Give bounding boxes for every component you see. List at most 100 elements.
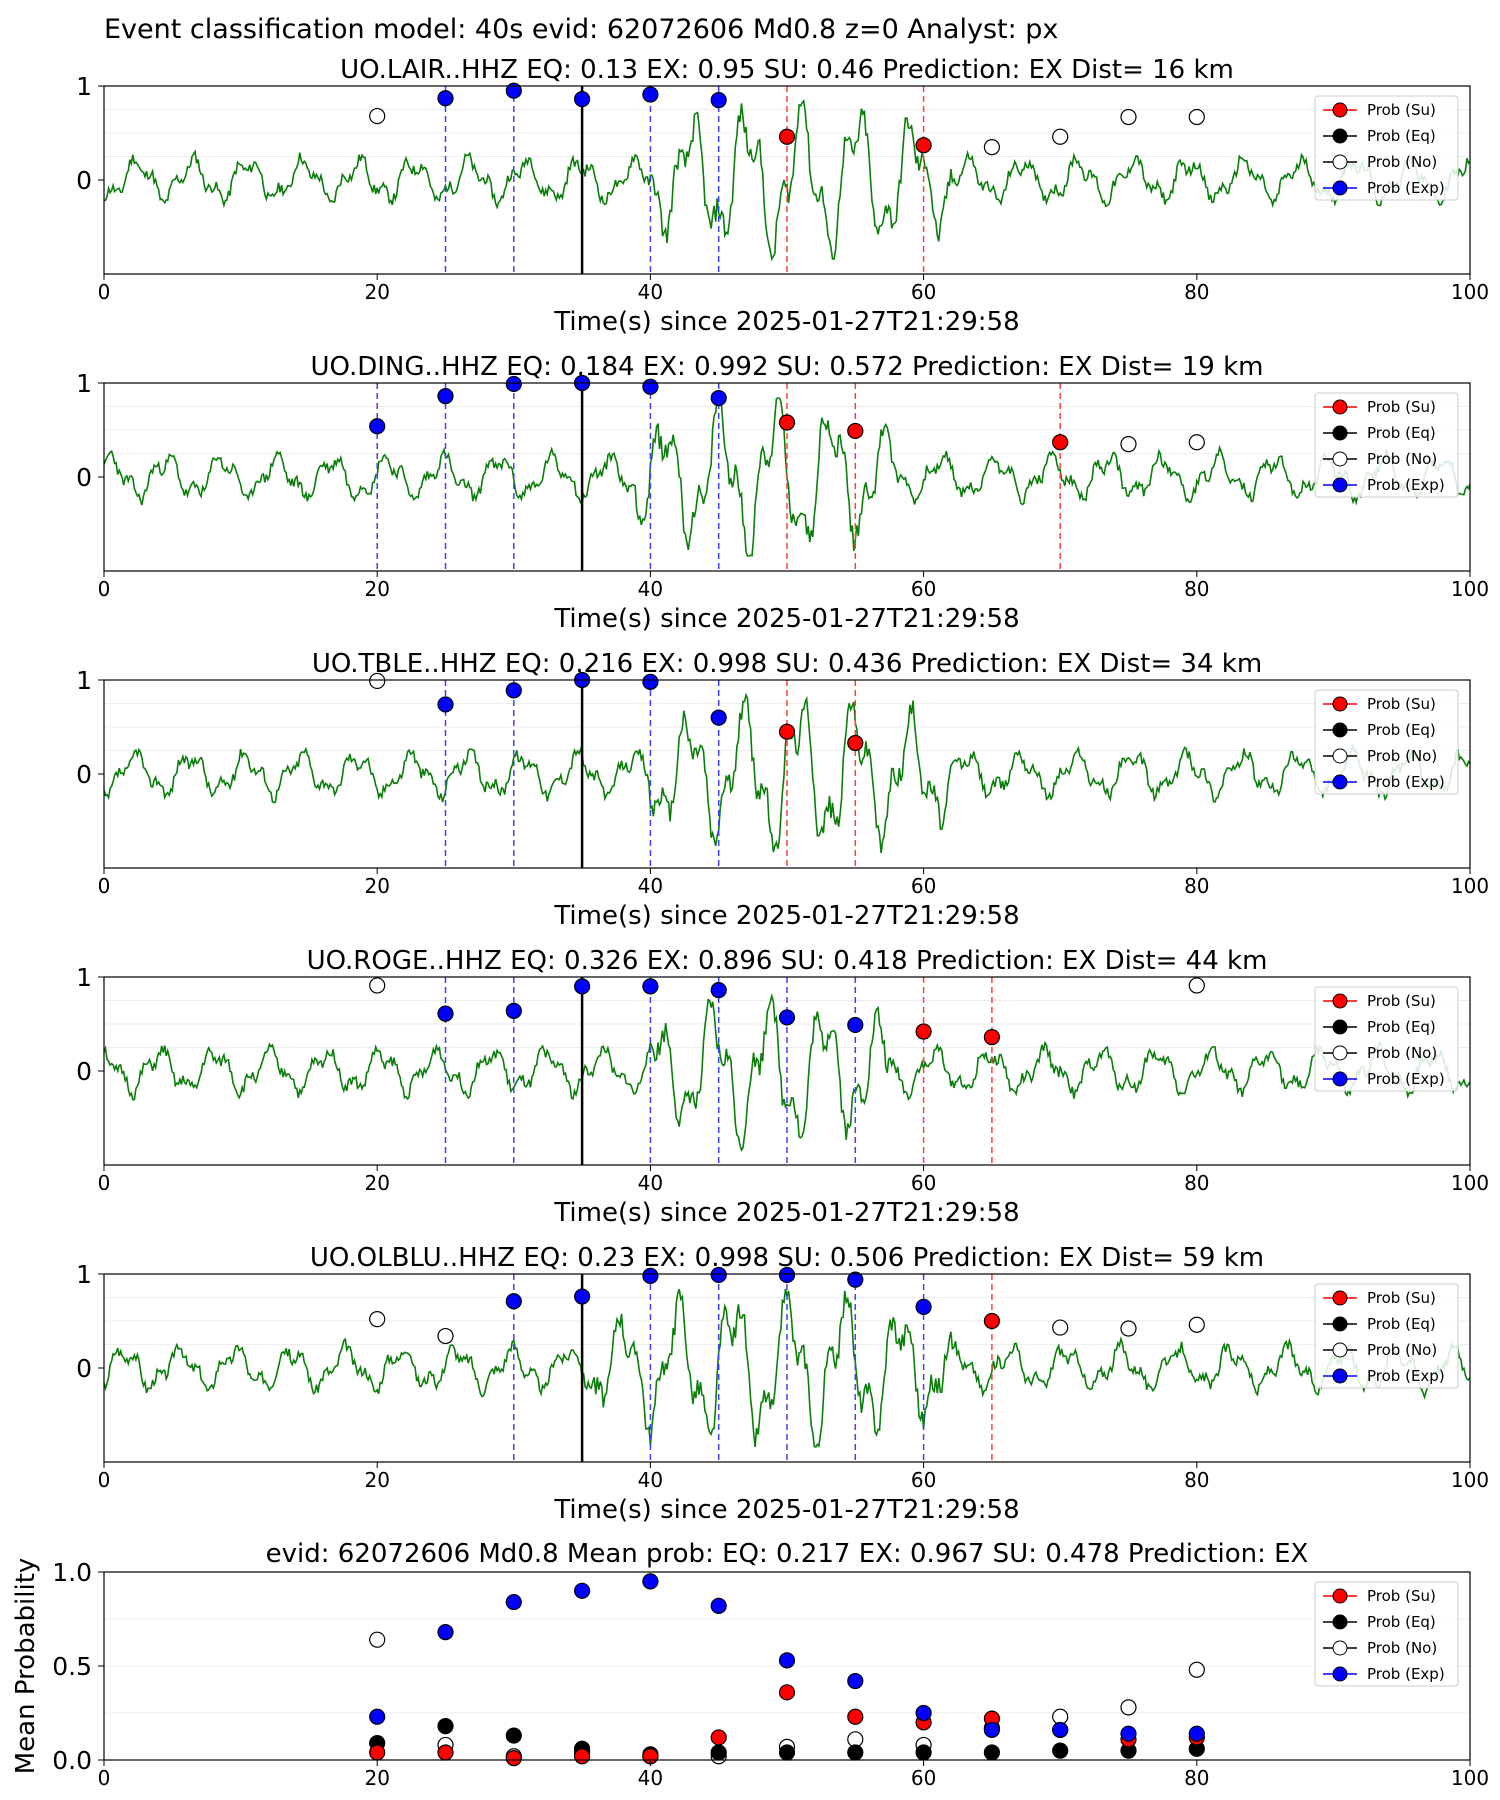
legend-label: Prob (No): [1367, 450, 1437, 468]
prob-point: [710, 982, 727, 999]
prob-point: [437, 1005, 454, 1022]
figure-title: Event classification model: 40s evid: 62…: [104, 14, 1058, 45]
panel-title: UO.LAIR..HHZ EQ: 0.13 EX: 0.95 SU: 0.46 …: [340, 55, 1234, 85]
mean-prob-point: [915, 1744, 932, 1761]
x-tick-label: 60: [911, 280, 936, 304]
prob-point: [983, 139, 1001, 156]
x-tick-label: 40: [638, 1171, 663, 1195]
prob-point: [710, 1266, 727, 1284]
y-tick-label: 1: [76, 666, 92, 695]
legend-label: Prob (No): [1367, 1341, 1437, 1359]
y-tick-label: 1: [76, 369, 92, 398]
mean-prob-point: [778, 1652, 796, 1669]
prob-point: [983, 1312, 1001, 1330]
legend-label: Prob (Su): [1367, 992, 1436, 1010]
station-panel-3: UO.TBLE..HHZ EQ: 0.216 EX: 0.998 SU: 0.4…: [76, 649, 1489, 931]
prob-point: [915, 137, 932, 154]
mean-prob-point: [1120, 1699, 1137, 1716]
waveform-trace: [103, 99, 1471, 262]
legend-marker: [1332, 102, 1348, 118]
x-tick-label: 60: [911, 874, 936, 898]
prob-point: [642, 1267, 659, 1284]
x-tick-label: 100: [1451, 1468, 1489, 1492]
legend-label: Prob (Su): [1367, 1289, 1436, 1307]
y-tick-label: 1: [76, 1260, 92, 1289]
x-tick-label: 80: [1184, 1171, 1209, 1195]
legend-marker: [1332, 451, 1348, 467]
x-tick-label: 60: [911, 1171, 936, 1195]
panel-title: UO.DING..HHZ EQ: 0.184 EX: 0.992 SU: 0.5…: [311, 352, 1264, 382]
mean-prob-point: [710, 1597, 727, 1614]
x-tick-label: 100: [1451, 874, 1489, 898]
legend-marker: [1332, 722, 1348, 738]
mean-prob-point: [778, 1744, 796, 1761]
legend-box: [1314, 1283, 1459, 1389]
legend-marker: [1332, 1666, 1348, 1682]
legend-label: Prob (No): [1367, 747, 1437, 765]
prob-point: [642, 673, 659, 690]
legend-label: Prob (Su): [1367, 101, 1436, 119]
prob-point: [369, 418, 386, 435]
x-tick-label: 40: [638, 1468, 663, 1492]
prob-point: [1052, 1319, 1069, 1336]
x-tick-label: 40: [638, 577, 663, 601]
prob-point: [437, 1327, 454, 1345]
mean-prob-point: [710, 1729, 727, 1746]
legend-label: Prob (Exp): [1367, 476, 1445, 494]
x-axis-label: Time(s) since 2025-01-27T21:29:58: [553, 604, 1019, 634]
mean-prob-point: [847, 1708, 864, 1725]
mean-prob-point: [505, 1750, 522, 1767]
x-tick-label: 20: [364, 1171, 389, 1195]
prob-point: [778, 1266, 796, 1284]
x-tick-label: 0: [98, 280, 111, 304]
legend-label: Prob (Su): [1367, 1587, 1436, 1605]
station-panel-2: UO.DING..HHZ EQ: 0.184 EX: 0.992 SU: 0.5…: [76, 352, 1489, 634]
legend-box: [1314, 689, 1459, 795]
panel-title: UO.TBLE..HHZ EQ: 0.216 EX: 0.998 SU: 0.4…: [312, 649, 1262, 679]
legend-marker: [1332, 1588, 1348, 1604]
x-tick-label: 0: [98, 577, 111, 601]
x-tick-label: 40: [638, 874, 663, 898]
mean-prob-point: [983, 1744, 1001, 1761]
legend-marker: [1332, 774, 1348, 790]
legend-marker: [1332, 1614, 1348, 1630]
mean-prob-point: [573, 1582, 591, 1599]
legend-box: [1314, 95, 1459, 201]
legend-marker: [1332, 1071, 1348, 1087]
x-tick-label: 80: [1184, 280, 1209, 304]
legend-marker: [1332, 128, 1348, 144]
prob-point: [915, 1298, 932, 1316]
prob-point: [1120, 108, 1137, 126]
y-tick-label: 0.0: [52, 1746, 92, 1775]
prob-point: [505, 682, 522, 699]
x-tick-label: 40: [638, 280, 663, 304]
prob-point: [505, 1293, 522, 1310]
legend-marker: [1332, 180, 1348, 196]
mean-prob-point: [437, 1744, 454, 1761]
x-tick-label: 0: [98, 1766, 111, 1790]
y-tick-label: 0: [76, 1057, 92, 1086]
legend-box: [1314, 392, 1459, 498]
mean-prob-point: [847, 1672, 864, 1690]
x-axis-label: Time(s) since 2025-01-27T21:29:58: [553, 1495, 1019, 1525]
mean-prob-point: [505, 1593, 522, 1611]
mean-prob-point: [1120, 1725, 1137, 1742]
mean-prob-point: [778, 1684, 796, 1701]
mean-probability-panel: evid: 62072606 Md0.8 Mean prob: EQ: 0.21…: [11, 1539, 1489, 1790]
prob-point: [369, 672, 386, 690]
prob-point: [983, 1029, 1001, 1046]
mean-prob-point: [915, 1704, 932, 1722]
legend-label: Prob (Eq): [1367, 1018, 1436, 1036]
x-tick-label: 20: [364, 1468, 389, 1492]
prob-point: [847, 422, 864, 440]
legend-label: Prob (Exp): [1367, 1070, 1445, 1088]
prob-point: [847, 734, 864, 752]
x-tick-label: 0: [98, 874, 111, 898]
legend-label: Prob (Exp): [1367, 179, 1445, 197]
x-tick-label: 100: [1451, 1766, 1489, 1790]
legend-label: Prob (No): [1367, 1044, 1437, 1062]
mean-prob-point: [847, 1744, 864, 1761]
prob-point: [778, 1009, 796, 1026]
prob-point: [1188, 1316, 1205, 1333]
mean-prob-point: [505, 1727, 522, 1744]
